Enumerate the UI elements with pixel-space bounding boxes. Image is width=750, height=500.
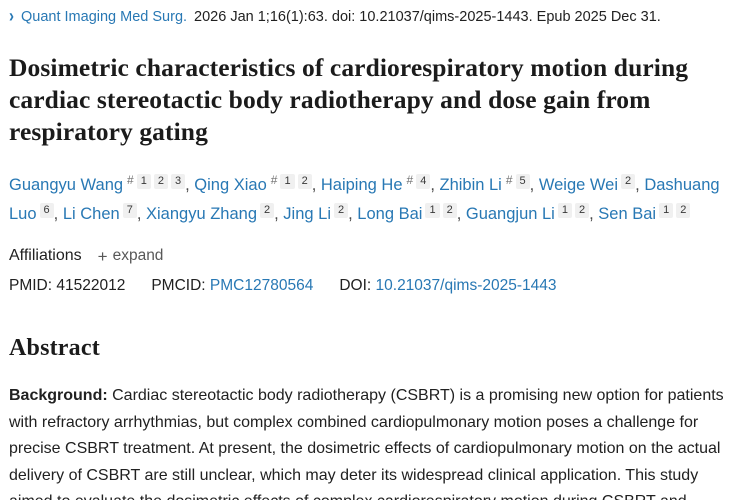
author-link[interactable]: Zhibin Li <box>439 176 502 194</box>
affiliation-superscript[interactable]: 1 <box>659 203 674 218</box>
author-link[interactable]: Li Chen <box>62 205 120 223</box>
author-link[interactable]: Sen Bai <box>598 205 657 223</box>
author-link[interactable]: Guangjun Li <box>465 205 555 223</box>
affiliation-superscript[interactable]: 1 <box>280 174 295 189</box>
plus-icon: + <box>97 246 108 266</box>
author-separator: , <box>430 176 440 194</box>
chevron-right-icon[interactable]: › <box>9 5 14 27</box>
affiliation-superscript[interactable]: 5 <box>515 174 530 189</box>
pmcid-group: PMCID: PMC12780564 <box>151 275 313 297</box>
affiliation-superscript[interactable]: 1 <box>425 203 440 218</box>
affiliation-superscript[interactable]: 3 <box>170 174 186 189</box>
author-link[interactable]: Jing Li <box>283 205 331 223</box>
equal-contribution-marker: # <box>406 173 414 187</box>
affiliation-superscript[interactable]: 1 <box>557 203 572 218</box>
background-label: Background: <box>9 387 108 404</box>
background-text: Cardiac stereotactic body radiotherapy (… <box>9 387 724 500</box>
affiliation-superscript[interactable]: 1 <box>136 174 151 189</box>
author-separator: , <box>635 176 645 194</box>
author-link[interactable]: Weige Wei <box>538 176 619 194</box>
pmid-group: PMID: 41522012 <box>9 275 125 297</box>
pmcid-label: PMCID: <box>151 277 206 294</box>
author-separator: , <box>185 176 195 194</box>
affiliation-superscript[interactable]: 2 <box>153 174 168 189</box>
author-link[interactable]: Long Bai <box>357 205 423 223</box>
affiliation-superscript[interactable]: 2 <box>260 203 275 218</box>
affiliation-superscript[interactable]: 2 <box>442 203 457 218</box>
authors-list: Guangyu Wang #1 2 3, Qing Xiao #1 2, Haiping … <box>9 171 740 228</box>
author-link[interactable]: Guangyu Wang <box>9 176 124 194</box>
author-separator: , <box>53 205 63 223</box>
affiliations-row: Affiliations + expand <box>9 247 740 265</box>
author-separator: , <box>136 205 146 223</box>
doi-label: DOI: <box>339 277 372 294</box>
author-separator: , <box>274 205 284 223</box>
author-separator: , <box>529 176 539 194</box>
citation-details: 2026 Jan 1;16(1):63. doi: 10.21037/qims-… <box>194 9 661 25</box>
affiliation-superscript[interactable]: 6 <box>39 203 54 218</box>
expand-affiliations-button[interactable]: + expand <box>98 247 164 265</box>
author-link[interactable]: Dashuang Luo <box>9 176 720 223</box>
expand-label: expand <box>112 247 164 264</box>
author-link[interactable]: Xiangyu Zhang <box>146 205 257 223</box>
author-separator: , <box>348 205 358 223</box>
affiliation-superscript[interactable]: 2 <box>621 174 636 189</box>
page-title: Dosimetric characteristics of cardioresp… <box>9 53 689 146</box>
abstract-heading: Abstract <box>9 335 100 361</box>
identifiers-row: PMID: 41522012 PMCID: PMC12780564 DOI: 1… <box>9 275 740 297</box>
affiliation-superscript[interactable]: 2 <box>676 203 691 218</box>
pmid-value: 41522012 <box>56 277 126 294</box>
equal-contribution-marker: # <box>505 173 513 187</box>
author-link[interactable]: Qing Xiao <box>194 176 267 194</box>
affiliation-superscript[interactable]: 7 <box>122 203 137 218</box>
doi-group: DOI: 10.21037/qims-2025-1443 <box>339 275 556 297</box>
equal-contribution-marker: # <box>127 173 134 187</box>
pmcid-link[interactable]: PMC12780564 <box>209 277 314 294</box>
abstract-background-paragraph: Background: Cardiac stereotactic body ra… <box>9 383 740 500</box>
citation-bar: › Quant Imaging Med Surg. 2026 Jan 1;16(… <box>9 5 740 27</box>
author-separator: , <box>589 205 599 223</box>
journal-link[interactable]: Quant Imaging Med Surg. <box>21 9 188 25</box>
affiliations-label: Affiliations <box>9 247 82 264</box>
author-separator: , <box>311 176 321 194</box>
affiliation-superscript[interactable]: 2 <box>574 203 590 218</box>
equal-contribution-marker: # <box>270 173 278 187</box>
pmid-label: PMID: <box>9 277 53 294</box>
affiliation-superscript[interactable]: 2 <box>297 174 312 189</box>
affiliation-superscript[interactable]: 2 <box>334 203 349 218</box>
author-link[interactable]: Haiping He <box>320 176 403 194</box>
doi-link[interactable]: 10.21037/qims-2025-1443 <box>375 277 557 294</box>
author-separator: , <box>456 205 466 223</box>
affiliation-superscript[interactable]: 4 <box>416 174 431 189</box>
